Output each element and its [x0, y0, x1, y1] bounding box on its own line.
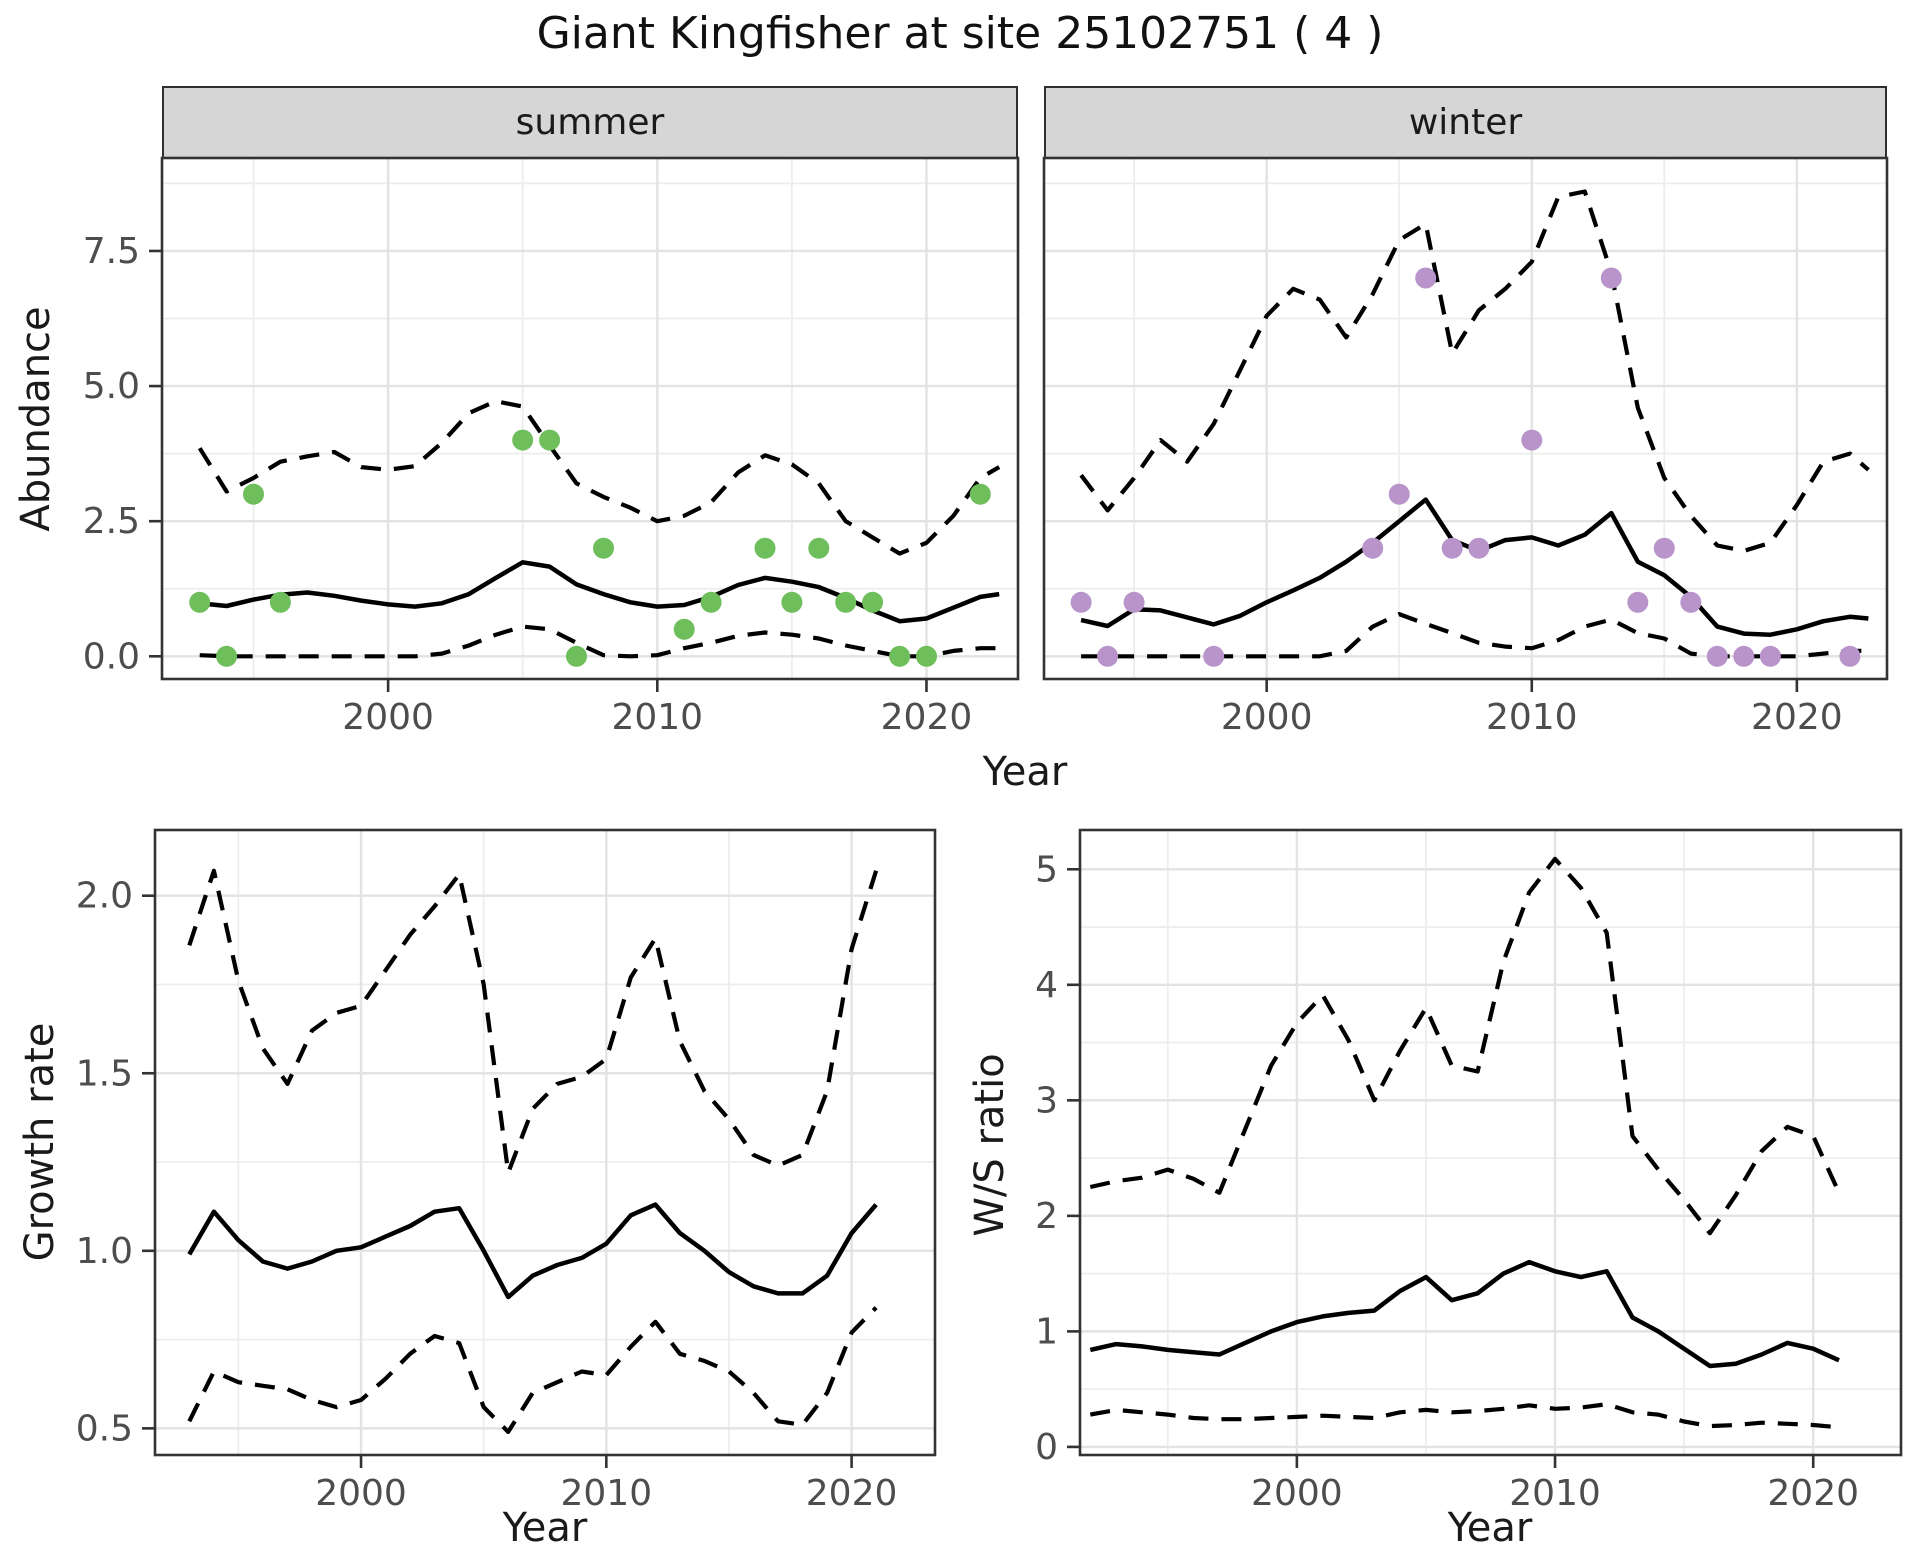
- panel-border: [1078, 828, 1903, 1457]
- data-point: [1627, 591, 1649, 613]
- data-point: [673, 618, 695, 640]
- x-tick-label: 2020: [1751, 697, 1843, 738]
- facet-strip-winter: winter: [1044, 86, 1887, 159]
- data-point: [566, 645, 587, 667]
- x-tick-label: 2000: [315, 1473, 407, 1514]
- y-tick-label: 2: [1035, 1196, 1058, 1237]
- data-point: [1680, 591, 1702, 613]
- facet-strip-winter-label: winter: [1408, 102, 1523, 143]
- data-point: [1733, 645, 1755, 667]
- data-point: [539, 429, 561, 451]
- x-tick-label: 2020: [881, 697, 973, 738]
- data-point: [1653, 537, 1675, 559]
- ws-fit-line: [1089, 1259, 1840, 1369]
- summer-points: [189, 429, 991, 667]
- x-axis-title-year-growth: Year: [502, 1505, 588, 1551]
- facet-strip-summer-label: summer: [515, 102, 665, 143]
- ws-ci-line: [1089, 856, 1841, 1236]
- data-point: [969, 483, 991, 505]
- y-tick-label: 0: [1035, 1427, 1058, 1468]
- winter-points: [1070, 267, 1861, 667]
- y-tick-label: 1.5: [76, 1053, 133, 1094]
- data-point: [1706, 645, 1728, 667]
- data-point: [216, 645, 238, 667]
- data-point: [754, 537, 776, 559]
- growth-ci-line: [187, 868, 879, 1175]
- x-tick-label: 2000: [1251, 1473, 1343, 1514]
- winter-ci-line: [1079, 189, 1870, 554]
- data-point: [512, 429, 534, 451]
- data-point: [808, 537, 830, 559]
- x-tick-label: 2010: [1486, 697, 1578, 738]
- data-point: [1600, 267, 1622, 289]
- data-point: [269, 591, 291, 613]
- panel-border: [153, 828, 937, 1457]
- data-point: [1415, 267, 1437, 289]
- data-point: [1070, 591, 1092, 613]
- x-axis-title-year-top: Year: [982, 749, 1068, 795]
- y-axis-title-abundance: Abundance: [13, 306, 59, 532]
- x-tick-label: 2010: [1509, 1473, 1601, 1514]
- data-point: [1441, 537, 1463, 559]
- y-tick-label: 7.5: [83, 231, 140, 272]
- y-tick-label: 0.5: [76, 1408, 133, 1449]
- data-point: [1097, 645, 1119, 667]
- ws-ci-line: [1089, 1402, 1840, 1430]
- data-point: [781, 591, 803, 613]
- y-tick-label: 1.0: [76, 1231, 133, 1272]
- data-point: [189, 591, 211, 613]
- y-tick-label: 3: [1035, 1080, 1058, 1121]
- y-tick-label: 5.0: [83, 366, 140, 407]
- summer-ci-line: [197, 399, 1001, 556]
- x-tick-label: 2000: [1221, 697, 1313, 738]
- growth-ci-line: [187, 1306, 878, 1435]
- data-point: [1388, 483, 1410, 505]
- y-axis-title-ws-ratio: W/S ratio: [967, 1053, 1013, 1237]
- x-tick-label: 2010: [561, 1473, 653, 1514]
- data-point: [1521, 429, 1543, 451]
- x-axis-title-year-ws: Year: [1447, 1505, 1533, 1551]
- y-tick-label: 0.0: [83, 636, 140, 677]
- panel-growth: 2000 2010 2020 0.5 1.0 1.5 2.0: [76, 828, 937, 1514]
- data-point: [243, 483, 264, 505]
- data-point: [835, 591, 857, 613]
- x-tick-label: 2000: [342, 697, 434, 738]
- data-point: [1468, 537, 1490, 559]
- winter-fit-line: [1080, 497, 1869, 637]
- data-point: [700, 591, 722, 613]
- summer-ci-line: [199, 624, 1000, 659]
- x-tick-label: 2010: [611, 697, 703, 738]
- facet-strip-summer: summer: [162, 86, 1018, 159]
- y-tick-label: 2.5: [83, 501, 140, 542]
- data-point: [889, 645, 911, 667]
- summer-fit-line: [199, 560, 1000, 624]
- growth-fit-line: [187, 1202, 878, 1300]
- y-tick-label: 5: [1035, 849, 1058, 890]
- x-tick-label: 2020: [1767, 1473, 1859, 1514]
- data-point: [862, 591, 884, 613]
- panel-summer: 2000 2010 2020 0.0 2.5 5.0 7.5: [83, 156, 1020, 738]
- panel-ws: 2000 2010 2020 0 1 2 3 4 5: [1035, 828, 1903, 1514]
- y-axis-title-growth-rate: Growth rate: [17, 1022, 63, 1262]
- panel-border: [160, 156, 1020, 681]
- data-point: [1839, 645, 1861, 667]
- y-tick-label: 2.0: [76, 876, 133, 917]
- data-point: [1123, 591, 1145, 613]
- data-point: [593, 537, 614, 559]
- data-point: [1203, 645, 1225, 667]
- data-point: [1362, 537, 1384, 559]
- chart-title: Giant Kingfisher at site 25102751 ( 4 ): [536, 8, 1384, 59]
- y-tick-label: 1: [1035, 1311, 1058, 1352]
- panel-border: [1042, 156, 1889, 681]
- panel-winter: 2000 2010 2020: [1042, 156, 1889, 738]
- x-tick-label: 2020: [806, 1473, 898, 1514]
- data-point: [916, 645, 937, 667]
- data-point: [1759, 645, 1781, 667]
- y-tick-label: 4: [1035, 965, 1058, 1006]
